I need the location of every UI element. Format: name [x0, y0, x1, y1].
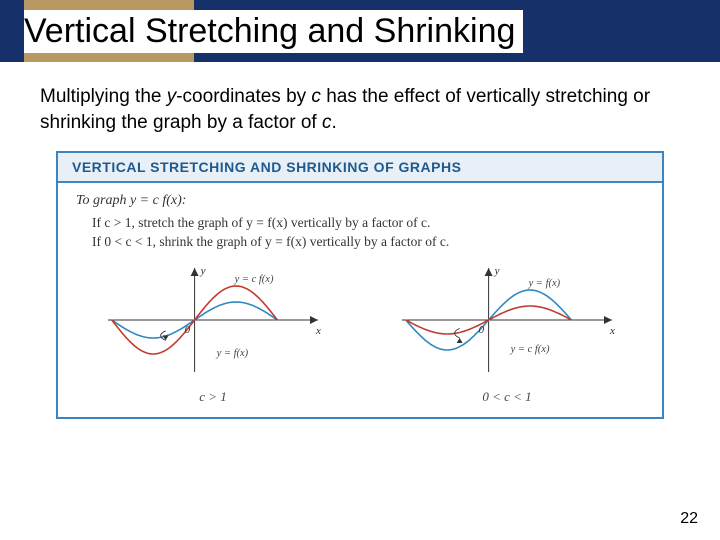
- left-graph-cell: 0 x y y = c f(x) y = f(x) c > 1: [76, 260, 350, 405]
- svg-text:0: 0: [185, 324, 191, 336]
- title-bar: Vertical Stretching and Shrinking: [0, 0, 720, 62]
- box-rule-1: If c > 1, stretch the graph of y = f(x) …: [92, 215, 644, 231]
- box-content: To graph y = c f(x): If c > 1, stretch t…: [58, 183, 662, 417]
- page-number: 22: [680, 510, 698, 528]
- svg-text:y = c f(x): y = c f(x): [234, 274, 274, 285]
- definition-box: VERTICAL STRETCHING AND SHRINKING OF GRA…: [56, 151, 664, 419]
- slide-title: Vertical Stretching and Shrinking: [24, 10, 523, 53]
- svg-text:y = f(x): y = f(x): [216, 348, 249, 359]
- svg-text:y = c f(x): y = c f(x): [510, 344, 550, 355]
- box-lead: To graph y = c f(x):: [76, 193, 644, 209]
- svg-text:y = f(x): y = f(x): [528, 278, 561, 289]
- right-caption: 0 < c < 1: [370, 389, 644, 405]
- body-c1: c: [311, 86, 321, 107]
- svg-text:0: 0: [479, 324, 485, 336]
- box-rule-2: If 0 < c < 1, shrink the graph of y = f(…: [92, 234, 644, 250]
- svg-text:x: x: [609, 325, 615, 337]
- right-graph: 0 x y y = f(x) y = c f(x): [392, 260, 622, 380]
- body-y: y: [167, 86, 177, 107]
- svg-text:y: y: [494, 265, 500, 277]
- body-pre: Multiplying the: [40, 86, 167, 107]
- graphs-row: 0 x y y = c f(x) y = f(x) c > 1 0 x y y = f(x) y…: [76, 260, 644, 405]
- svg-text:x: x: [315, 325, 321, 337]
- body-end: .: [332, 112, 337, 133]
- body-paragraph: Multiplying the y-coordinates by c has t…: [40, 84, 680, 135]
- body-c2: c: [322, 112, 332, 133]
- right-graph-cell: 0 x y y = f(x) y = c f(x) 0 < c < 1: [370, 260, 644, 405]
- svg-text:y: y: [200, 265, 206, 277]
- left-graph: 0 x y y = c f(x) y = f(x): [98, 260, 328, 380]
- left-caption: c > 1: [76, 389, 350, 405]
- body-mid1: -coordinates by: [176, 86, 311, 107]
- box-header: VERTICAL STRETCHING AND SHRINKING OF GRA…: [58, 153, 662, 183]
